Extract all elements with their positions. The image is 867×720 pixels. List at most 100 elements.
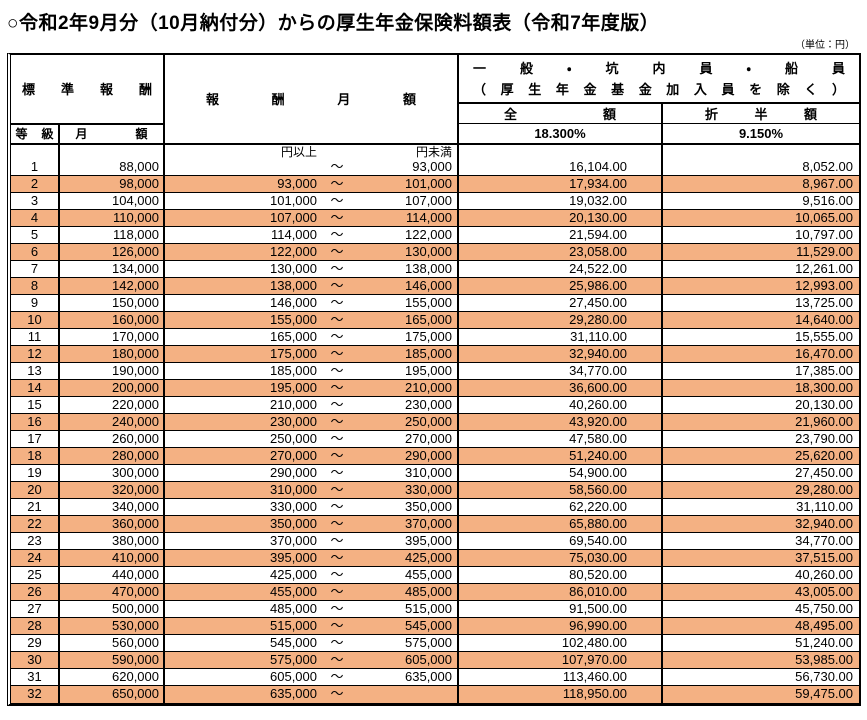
range-from: 185,000: [270, 363, 317, 379]
remuneration-range-cell: 395,000 ～ 425,000: [164, 549, 459, 567]
table-row: 24 410,000 395,000 ～ 425,000 75,030.00 3…: [11, 549, 860, 567]
full-premium-cell: 102,480.00: [458, 634, 663, 652]
remuneration-range-cell: 425,000 ～ 455,000: [164, 566, 459, 584]
half-amount-header: 折半額: [662, 102, 860, 124]
grade-cell: 5: [11, 226, 60, 244]
range-from: 310,000: [270, 482, 317, 498]
range-to: 485,000: [405, 584, 452, 600]
full-premium-cell: 62,220.00: [458, 498, 663, 516]
full-premium-cell: 21,594.00: [458, 226, 663, 244]
tilde: ～: [330, 158, 344, 174]
remuneration-range-cell: 195,000 ～ 210,000: [164, 379, 459, 397]
tilde: ～: [330, 550, 344, 566]
half-premium-cell: 53,985.00: [662, 651, 860, 669]
range-to: 350,000: [405, 499, 452, 515]
remuneration-range-cell: 515,000 ～ 545,000: [164, 617, 459, 635]
remuneration-range-cell: 155,000 ～ 165,000: [164, 311, 459, 329]
remuneration-range-cell: 210,000 ～ 230,000: [164, 396, 459, 414]
tilde: ～: [330, 448, 344, 464]
table-row: 25 440,000 425,000 ～ 455,000 80,520.00 4…: [11, 566, 860, 584]
remuneration-range-cell: 114,000 ～ 122,000: [164, 226, 459, 244]
monthly-amount-cell: 200,000: [59, 379, 165, 397]
range-to: 250,000: [405, 414, 452, 430]
tilde: ～: [330, 210, 344, 226]
grade-cell: 4: [11, 209, 60, 227]
range-to: 330,000: [405, 482, 452, 498]
half-premium-cell: 8,967.00: [662, 175, 860, 193]
table-row: 27 500,000 485,000 ～ 515,000 91,500.00 4…: [11, 600, 860, 618]
range-to: 395,000: [405, 533, 452, 549]
table-row: 30 590,000 575,000 ～ 605,000 107,970.00 …: [11, 651, 860, 669]
tilde: ～: [330, 295, 344, 311]
tilde: ～: [330, 414, 344, 430]
table-row: 32 650,000 635,000 ～ 118,950.00 59,475.0…: [11, 685, 860, 703]
range-from: 130,000: [270, 261, 317, 277]
range-to: 605,000: [405, 652, 452, 668]
range-from: 250,000: [270, 431, 317, 447]
grade-cell: 29: [11, 634, 60, 652]
remuneration-range-cell: 122,000 ～ 130,000: [164, 243, 459, 261]
range-to: 175,000: [405, 329, 452, 345]
half-premium-cell: 43,005.00: [662, 583, 860, 601]
full-premium-cell: 54,900.00: [458, 464, 663, 482]
premium-table: 標準報酬 報酬月額 一般・坑内員・船員 （厚生年金基金加入員を除く） 全 額 折…: [11, 55, 860, 703]
full-premium-cell: 31,110.00: [458, 328, 663, 346]
range-to: 107,000: [405, 193, 452, 209]
range-from: 101,000: [270, 193, 317, 209]
remuneration-range-cell: 635,000 ～: [164, 685, 459, 703]
full-premium-cell: 24,522.00: [458, 260, 663, 278]
table-row: 21 340,000 330,000 ～ 350,000 62,220.00 3…: [11, 498, 860, 516]
grade-cell: 22: [11, 515, 60, 533]
tilde: ～: [330, 346, 344, 362]
remuneration-range-cell: 575,000 ～ 605,000: [164, 651, 459, 669]
range-from: 330,000: [270, 499, 317, 515]
full-premium-cell: 23,058.00: [458, 243, 663, 261]
standard-remuneration-header: 標準報酬: [11, 55, 165, 124]
remuneration-range-cell: 330,000 ～ 350,000: [164, 498, 459, 516]
range-to: 122,000: [405, 227, 452, 243]
remuneration-range-cell: 350,000 ～ 370,000: [164, 515, 459, 533]
range-from: 146,000: [270, 295, 317, 311]
tilde: ～: [330, 261, 344, 277]
full-premium-cell: 32,940.00: [458, 345, 663, 363]
grade-cell: 12: [11, 345, 60, 363]
grade-cell: 10: [11, 311, 60, 329]
remuneration-range-cell: 485,000 ～ 515,000: [164, 600, 459, 618]
table-row: 8 142,000 138,000 ～ 146,000 25,986.00 12…: [11, 277, 860, 295]
unit-label: （単位：円）: [795, 40, 855, 51]
range-to: 230,000: [405, 397, 452, 413]
full-premium-cell: 40,260.00: [458, 396, 663, 414]
grade-cell: 26: [11, 583, 60, 601]
monthly-amount-cell: 560,000: [59, 634, 165, 652]
monthly-amount-cell: 410,000: [59, 549, 165, 567]
table-row: 20 320,000 310,000 ～ 330,000 58,560.00 2…: [11, 481, 860, 499]
grade-cell: 16: [11, 413, 60, 431]
monthly-amount-cell: 240,000: [59, 413, 165, 431]
half-premium-cell: 59,475.00: [662, 685, 860, 703]
remuneration-range-cell: 101,000 ～ 107,000: [164, 192, 459, 210]
half-premium-cell: 9,516.00: [662, 192, 860, 210]
monthly-amount-cell: 650,000: [59, 685, 165, 703]
grade-cell: 19: [11, 464, 60, 482]
remuneration-range-cell: 165,000 ～ 175,000: [164, 328, 459, 346]
range-from: 138,000: [270, 278, 317, 294]
monthly-amount-cell: 500,000: [59, 600, 165, 618]
grade-header: 等級: [11, 122, 60, 144]
monthly-amount-cell: 340,000: [59, 498, 165, 516]
table-row: 16 240,000 230,000 ～ 250,000 43,920.00 2…: [11, 413, 860, 431]
half-premium-cell: 37,515.00: [662, 549, 860, 567]
range-from: 175,000: [270, 346, 317, 362]
range-from: 485,000: [270, 601, 317, 617]
half-premium-cell: 34,770.00: [662, 532, 860, 550]
table-row: 7 134,000 130,000 ～ 138,000 24,522.00 12…: [11, 260, 860, 278]
tilde: ～: [330, 312, 344, 328]
range-from: 425,000: [270, 567, 317, 583]
half-premium-cell: 51,240.00: [662, 634, 860, 652]
half-premium-cell: 23,790.00: [662, 430, 860, 448]
table-row: 28 530,000 515,000 ～ 545,000 96,990.00 4…: [11, 617, 860, 635]
category-header: 一般・坑内員・船員 （厚生年金基金加入員を除く）: [458, 55, 859, 103]
units-row: 円以上 円未満: [11, 143, 859, 159]
full-premium-cell: 107,970.00: [458, 651, 663, 669]
range-to: 545,000: [405, 618, 452, 634]
remuneration-range-cell: 455,000 ～ 485,000: [164, 583, 459, 601]
